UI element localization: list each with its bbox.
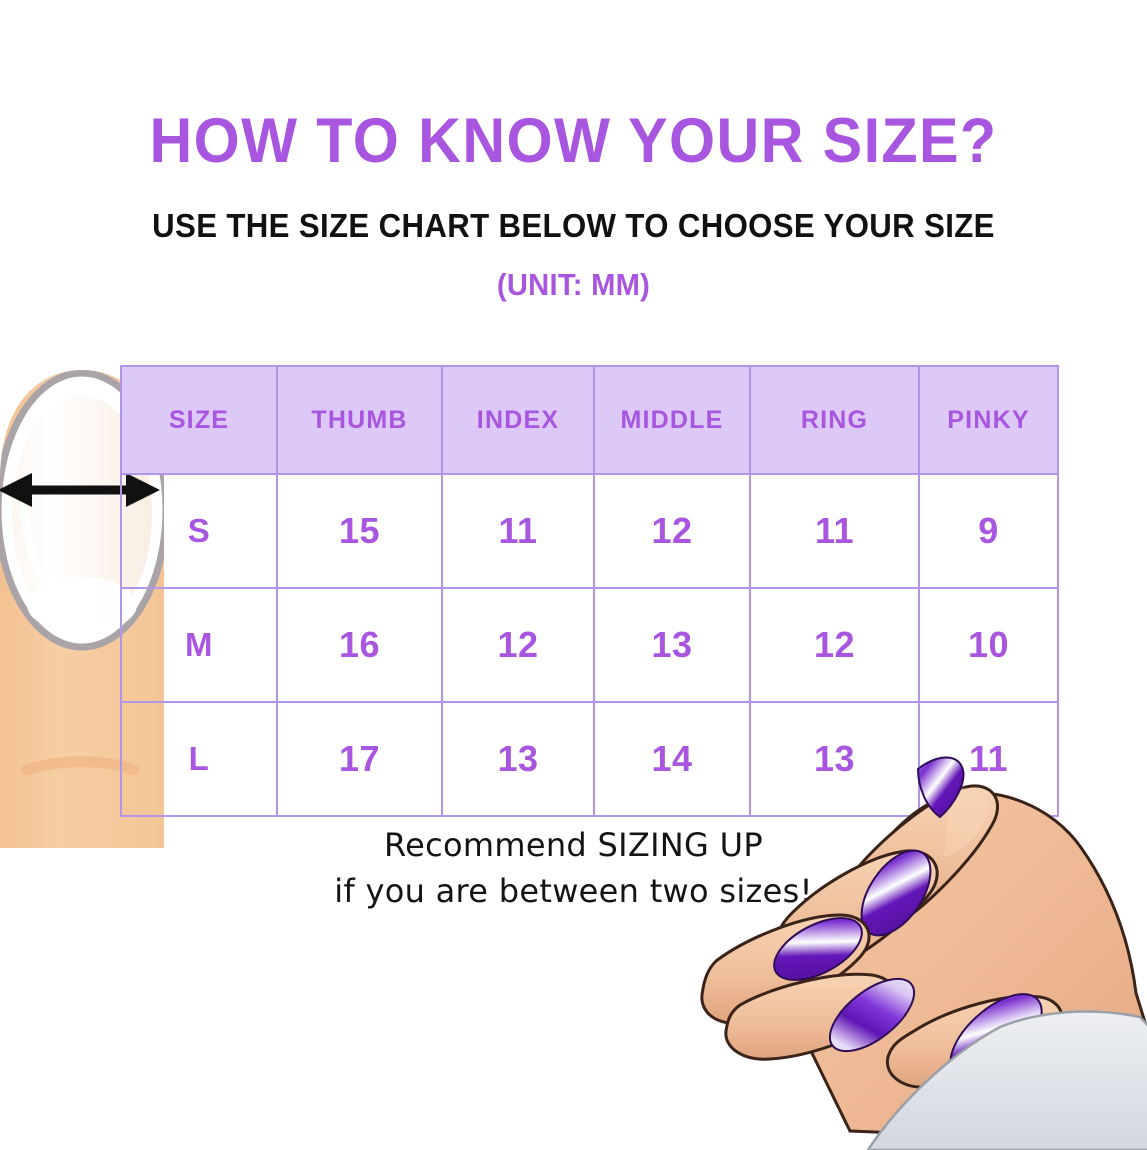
column-header-size: SIZE	[120, 365, 278, 475]
cell-index-m: 12	[441, 587, 595, 703]
cell-ring-s: 11	[749, 473, 920, 589]
cell-ring-m: 12	[749, 587, 920, 703]
recommend-note: Recommend SIZING UP if you are between t…	[0, 822, 1147, 914]
cell-pinky-s: 9	[918, 473, 1059, 589]
manicured-hand-illustration	[700, 756, 1147, 1150]
table-row: S 15 11 12 11 9	[120, 473, 1059, 589]
page-subtitle: USE THE SIZE CHART BELOW TO CHOOSE YOUR …	[152, 208, 995, 245]
column-header-index: INDEX	[441, 365, 595, 475]
cell-middle-m: 13	[593, 587, 751, 703]
recommend-note-line-1: Recommend SIZING UP	[384, 826, 763, 864]
size-chart-table: SIZE THUMB INDEX MIDDLE RING PINKY S 15 …	[120, 365, 1059, 817]
cell-index-l: 13	[441, 701, 595, 817]
cell-pinky-m: 10	[918, 587, 1059, 703]
table-header-row: SIZE THUMB INDEX MIDDLE RING PINKY	[120, 365, 1059, 475]
hand-ring-finger	[700, 913, 871, 1025]
recommend-note-line-2: if you are between two sizes!	[334, 872, 813, 910]
page-title: HOW TO KNOW YOUR SIZE?	[149, 106, 998, 176]
cell-ring-l: 13	[749, 701, 920, 817]
cell-size-l: L	[120, 701, 278, 817]
table-row: M 16 12 13 12 10	[120, 587, 1059, 703]
table-row: L 17 13 14 13 11	[120, 701, 1059, 817]
column-header-ring: RING	[749, 365, 920, 475]
sleeve-cuff	[866, 1010, 1147, 1150]
cell-size-s: S	[120, 473, 278, 589]
cell-index-s: 11	[441, 473, 595, 589]
cell-middle-l: 14	[593, 701, 751, 817]
cell-thumb-m: 16	[276, 587, 443, 703]
header-block: HOW TO KNOW YOUR SIZE? USE THE SIZE CHAR…	[0, 0, 1147, 303]
cell-thumb-l: 17	[276, 701, 443, 817]
column-header-thumb: THUMB	[276, 365, 443, 475]
unit-note: (UNIT: MM)	[496, 267, 651, 302]
cell-thumb-s: 15	[276, 473, 443, 589]
hand-pinky-finger	[724, 972, 916, 1061]
cell-middle-s: 12	[593, 473, 751, 589]
column-header-pinky: PINKY	[918, 365, 1059, 475]
cell-size-m: M	[120, 587, 278, 703]
column-header-middle: MIDDLE	[593, 365, 751, 475]
